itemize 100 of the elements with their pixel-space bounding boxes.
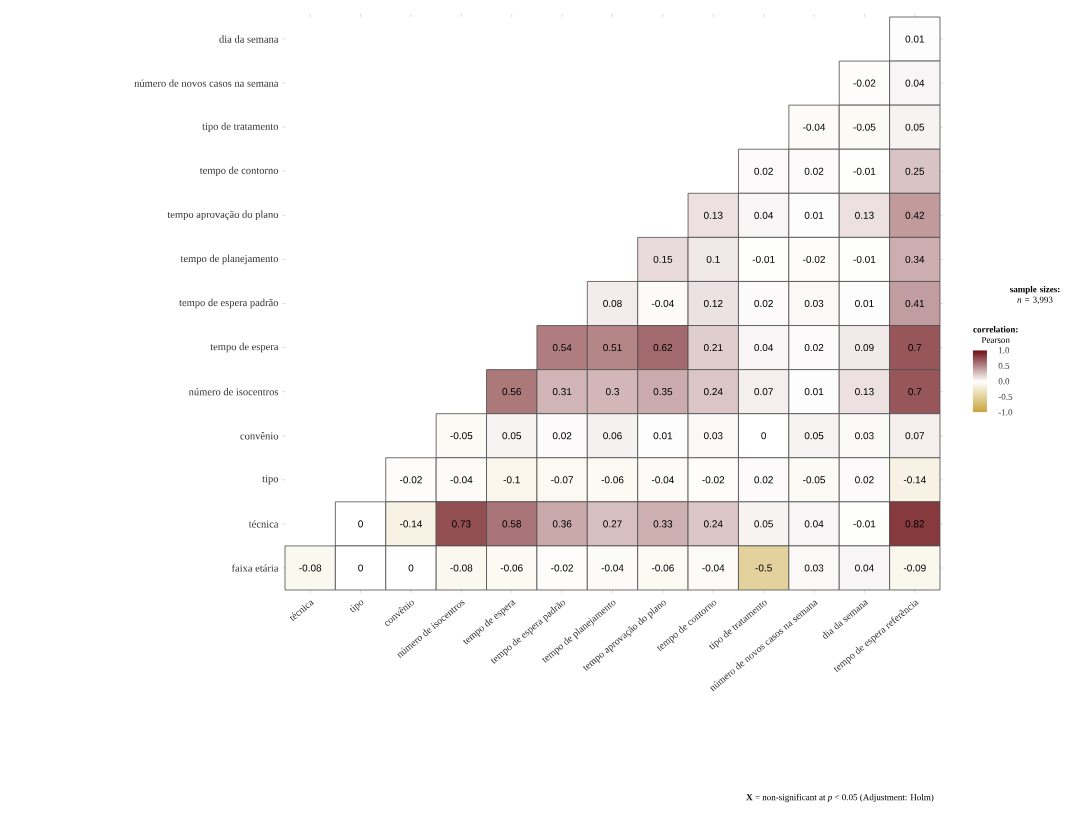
- data-label: -0.06: [500, 564, 523, 572]
- text: sample sizes: n = 3,993: [1010, 285, 1060, 305]
- data-label: 0.02: [804, 167, 824, 175]
- color-bar-label: 0.0: [998, 378, 1010, 385]
- data-label: -0.08: [450, 564, 473, 572]
- data-label: 0.02: [754, 167, 773, 175]
- color-bar-label: -0.5: [998, 393, 1013, 400]
- data-label: 0.7: [908, 344, 922, 352]
- data-label: 0.24: [703, 520, 723, 528]
- data-label: -0.07: [551, 476, 574, 484]
- data-label: 0.04: [804, 520, 824, 528]
- data-label: -0.02: [400, 476, 422, 484]
- data-label: 0.1: [706, 255, 720, 263]
- y-tick-label: dia da semana: [219, 35, 279, 43]
- data-label: 0.05: [905, 123, 925, 131]
- data-label: 0.42: [905, 211, 925, 219]
- data-label: 0.33: [653, 520, 673, 528]
- y-tick-label: tempo de planejamento: [180, 254, 279, 265]
- y-tick-label: número de novos casos na semana: [134, 79, 279, 87]
- data-label: 0.02: [855, 476, 874, 484]
- color-bar-label: -1.0: [998, 409, 1013, 416]
- data-label: 0.21: [703, 344, 723, 352]
- x-tick-label: tipo: [349, 600, 364, 613]
- data-label: 0.04: [754, 344, 774, 352]
- data-label: -0.04: [651, 476, 674, 484]
- data-label: 0.13: [703, 211, 723, 219]
- data-label: -0.14: [903, 476, 926, 484]
- data-label: 0.02: [754, 476, 773, 484]
- y-tick-label: convênio: [240, 432, 279, 440]
- data-label: 0.24: [703, 388, 723, 396]
- data-label: 0: [358, 520, 363, 528]
- data-label: -0.05: [853, 123, 876, 131]
- data-label: -0.02: [702, 476, 725, 484]
- data-label: -0.09: [903, 564, 926, 572]
- data-label: -0.01: [853, 520, 876, 528]
- data-label: 0.13: [855, 388, 874, 396]
- data-label: -0.01: [853, 255, 876, 263]
- data-label: 0.36: [552, 520, 572, 528]
- data-label: 0.03: [703, 432, 723, 440]
- data-label: -0.08: [299, 564, 322, 572]
- data-label: -0.04: [450, 476, 473, 484]
- data-label: -0.02: [803, 255, 825, 263]
- data-label: 0.03: [804, 299, 824, 308]
- y-tick-label: tempo de espera padrão: [179, 298, 279, 309]
- data-label: 0.27: [603, 520, 622, 528]
- data-label: -0.02: [551, 564, 574, 572]
- data-label: 0.07: [754, 388, 773, 396]
- data-label: -0.1: [503, 476, 520, 484]
- y-tick-label: tempo de espera: [210, 342, 279, 353]
- data-label: -0.02: [853, 79, 876, 87]
- data-label: 0.04: [905, 79, 925, 87]
- data-label: 0.25: [905, 167, 925, 175]
- data-label: 0.03: [804, 564, 824, 572]
- data-label: -0.01: [752, 255, 775, 263]
- color-bar-title: correlation: Pearson: [973, 326, 1018, 343]
- data-label: 0.58: [502, 520, 522, 528]
- data-label: 0.05: [804, 432, 824, 440]
- data-label: 0.06: [603, 432, 622, 440]
- data-label: 0.05: [754, 520, 773, 528]
- data-label: -0.04: [803, 123, 826, 131]
- color-bar-label: 0.5: [998, 362, 1010, 369]
- data-label: 0: [408, 564, 414, 572]
- data-label: 0.13: [855, 211, 874, 219]
- data-label: -0.04: [651, 299, 674, 308]
- y-tick-label: faixa etária: [231, 564, 279, 572]
- data-label: 0.09: [855, 344, 874, 352]
- data-label: 0.41: [905, 299, 925, 308]
- data-label: 0.31: [552, 388, 572, 396]
- data-label: 0.01: [804, 211, 824, 219]
- data-label: 0.02: [804, 344, 824, 352]
- text: X = non-significant at p < 0.05 (Adjustment: Holm): [746, 793, 934, 803]
- color-bar-label: 1.0: [999, 347, 1010, 354]
- data-label: 0.02: [552, 432, 572, 440]
- data-label: 0.01: [804, 388, 824, 396]
- y-tick-label: número de isocentros: [188, 387, 279, 396]
- data-label: -0.06: [601, 476, 624, 484]
- data-label: -0.01: [853, 167, 876, 175]
- data-label: 0.04: [855, 564, 874, 572]
- data-label: 0.05: [502, 432, 522, 440]
- data-label: 0: [358, 564, 363, 572]
- data-label: -0.05: [450, 432, 473, 440]
- data-label: -0.04: [702, 564, 725, 572]
- data-label: -0.04: [601, 564, 624, 572]
- data-label: 0.07: [905, 432, 925, 440]
- y-tick-label: tipo: [262, 475, 279, 485]
- data-label: 0.62: [653, 344, 673, 352]
- data-label: 0.01: [653, 432, 673, 440]
- data-label: -0.06: [651, 564, 674, 572]
- data-label: 0: [761, 432, 767, 440]
- data-label: 0.7: [908, 388, 922, 396]
- y-tick-label: tipo de tratamento: [202, 122, 279, 132]
- data-label: 0.15: [653, 255, 673, 263]
- data-label: 0.73: [452, 520, 471, 528]
- data-label: 0.35: [653, 388, 673, 396]
- data-label: 0.02: [754, 299, 773, 308]
- y-tick-label: técnica: [248, 520, 279, 528]
- data-label: 0.01: [905, 35, 925, 43]
- data-label: 0.04: [754, 211, 774, 219]
- data-label: 0.3: [605, 388, 620, 396]
- data-label: -0.14: [400, 520, 423, 528]
